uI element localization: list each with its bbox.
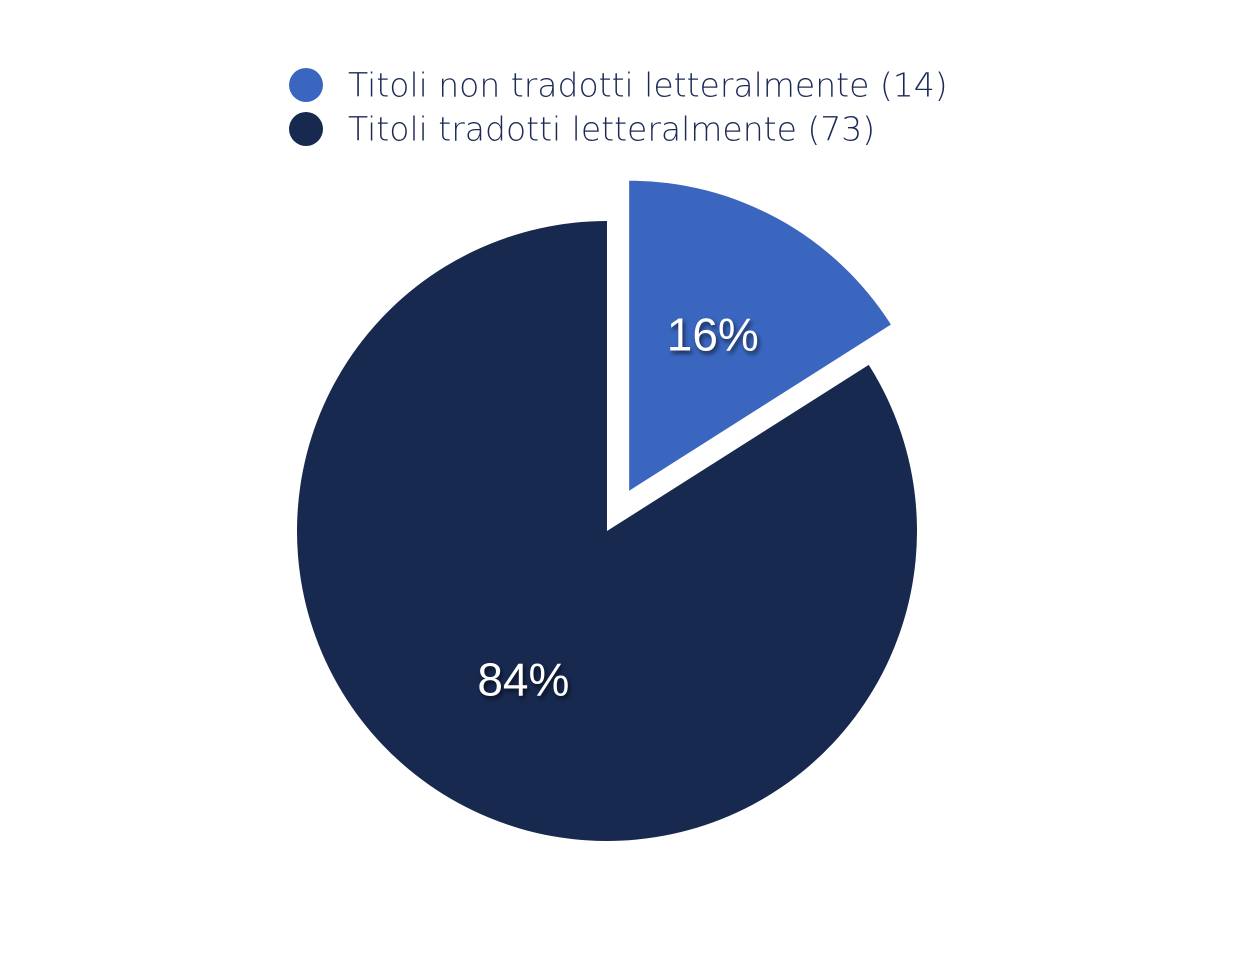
data-label: 84% bbox=[477, 653, 569, 705]
pie-slice bbox=[629, 180, 891, 491]
data-label: 16% bbox=[667, 309, 759, 361]
legend-label: Titoli tradotti letteralmente (73) bbox=[348, 110, 875, 149]
legend-swatch bbox=[289, 68, 323, 102]
legend-label: Titoli non tradotti letteralmente (14) bbox=[348, 66, 948, 105]
legend-swatch bbox=[289, 112, 323, 146]
pie-slice bbox=[296, 221, 917, 841]
